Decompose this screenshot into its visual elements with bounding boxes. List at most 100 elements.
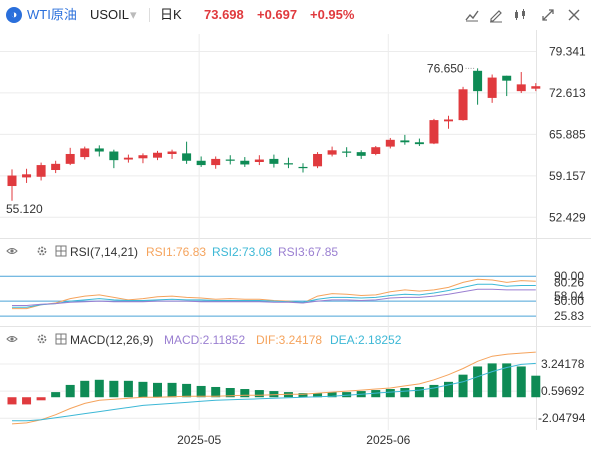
macd-histogram-bar	[473, 366, 483, 398]
candle-body	[51, 163, 61, 171]
candle-body	[531, 86, 541, 89]
candle-body	[109, 151, 119, 161]
macd-histogram-bar	[80, 380, 90, 398]
rsi-tick-label: 50.00	[554, 294, 584, 308]
macd-histogram-bar	[22, 397, 32, 405]
macd-histogram-bar	[444, 381, 453, 398]
candle-body	[240, 160, 250, 165]
candle-body	[444, 119, 453, 122]
rsi3-legend: RSI3:67.85	[278, 245, 339, 259]
candle-body	[502, 75, 512, 81]
candle-body	[269, 158, 279, 164]
macd-histogram-bar	[254, 390, 264, 398]
macd-histogram-bar	[458, 374, 468, 398]
candle-body	[123, 157, 133, 160]
candle-body	[385, 139, 395, 147]
price-tick-label: 52.429	[549, 210, 586, 224]
candle-body	[313, 153, 323, 167]
x-tick-label: 2025-06	[366, 433, 410, 447]
price-tick-label: 72.613	[549, 86, 586, 100]
high-price-label: 76.650	[427, 61, 464, 75]
macd-histogram-bar	[327, 392, 337, 398]
indicator-box-icon[interactable]	[55, 245, 67, 257]
macd-histogram-bar	[240, 389, 250, 398]
indicator-icon[interactable]	[512, 7, 528, 23]
gear-icon[interactable]	[36, 245, 48, 257]
rsi-title: RSI(7,14,21)	[70, 245, 139, 259]
candle-body	[65, 153, 75, 164]
macd-histogram-bar	[196, 385, 206, 398]
header-divider	[149, 8, 150, 22]
macd-histogram-bar	[167, 382, 177, 398]
dea-line	[12, 362, 536, 422]
macd-histogram-bar	[429, 384, 439, 398]
candle-body	[153, 152, 162, 158]
rsi-tick-label: 90.00	[554, 269, 584, 283]
macd-histogram-bar	[65, 384, 75, 398]
x-tick-label: 2025-05	[177, 433, 221, 447]
candle-body	[196, 160, 206, 166]
macd-legend: MACD:2.11852	[164, 333, 246, 347]
indicator-box-icon[interactable]	[55, 333, 67, 345]
rsi1-legend: RSI1:76.83	[146, 245, 207, 259]
dif-line	[11, 351, 536, 425]
macd-histogram-bar	[138, 381, 148, 398]
candle-body	[254, 159, 264, 162]
macd-histogram-bar	[51, 392, 61, 398]
price-change: +0.697	[257, 7, 298, 22]
gear-icon[interactable]	[36, 333, 48, 345]
price-tick-label: 59.157	[549, 169, 586, 183]
rsi-tick-label: 25.83	[554, 309, 584, 323]
candle-body	[167, 151, 177, 154]
eye-icon[interactable]	[6, 333, 18, 345]
header-bar: ◑ WTI原油 USOIL ▾ 日K 73.698 +0.697 +0.95%	[0, 0, 591, 30]
macd-histogram-bar	[153, 382, 162, 398]
macd-histogram-bar	[7, 397, 17, 405]
candle-body	[414, 142, 424, 145]
rsi-panel	[0, 275, 536, 317]
candle-body	[211, 158, 221, 166]
macd-tick-label: 3.24178	[541, 357, 585, 371]
candle-body	[516, 84, 526, 92]
candle-body	[36, 165, 46, 177]
rsi2-legend: RSI2:73.08	[212, 245, 273, 259]
candle-body	[182, 153, 192, 161]
candle-body	[94, 148, 104, 152]
price-tick-label: 65.885	[549, 127, 586, 141]
macd-histogram-bar	[531, 375, 541, 398]
fullscreen-icon[interactable]	[566, 7, 582, 23]
macd-title: MACD(12,26,9)	[70, 333, 154, 347]
candle-body	[356, 152, 366, 156]
candle-body	[429, 120, 439, 144]
macd-histogram-bar	[225, 388, 235, 398]
low-price-label: 55.120	[6, 202, 43, 216]
macd-histogram-bar	[298, 393, 308, 398]
period-dropdown-icon[interactable]: ▾	[130, 7, 137, 22]
candle-body	[7, 175, 17, 187]
price-panel: 76.650 55.120	[6, 61, 541, 216]
macd-histogram-bar	[123, 380, 133, 398]
period-selector[interactable]: 日K	[160, 7, 182, 22]
candle-body	[327, 150, 337, 155]
axes: 79.341 72.613 65.885 59.157 52.429 90.0080.26…	[177, 44, 586, 447]
candle-style-icon[interactable]	[464, 7, 480, 23]
macd-histogram-bar	[36, 397, 46, 401]
macd-histogram-bar	[94, 379, 104, 398]
macd-histogram-bar	[385, 389, 395, 398]
candle-body	[342, 151, 352, 153]
macd-histogram-bar	[371, 390, 381, 398]
rsi-tick-label: 58.04	[554, 289, 584, 303]
macd-histogram-bar	[313, 393, 323, 398]
wti-logo-icon: ◑	[6, 7, 22, 23]
candle-body	[487, 77, 497, 98]
macd-histogram-bar	[414, 386, 424, 398]
draw-icon[interactable]	[488, 7, 504, 23]
layout-icon[interactable]	[540, 7, 556, 23]
rsi-series-line-rsi2	[12, 283, 536, 308]
macd-histogram-bar	[182, 383, 192, 398]
eye-icon[interactable]	[6, 245, 18, 257]
price-change-pct: +0.95%	[310, 7, 355, 22]
macd-histogram-bar	[400, 388, 410, 398]
